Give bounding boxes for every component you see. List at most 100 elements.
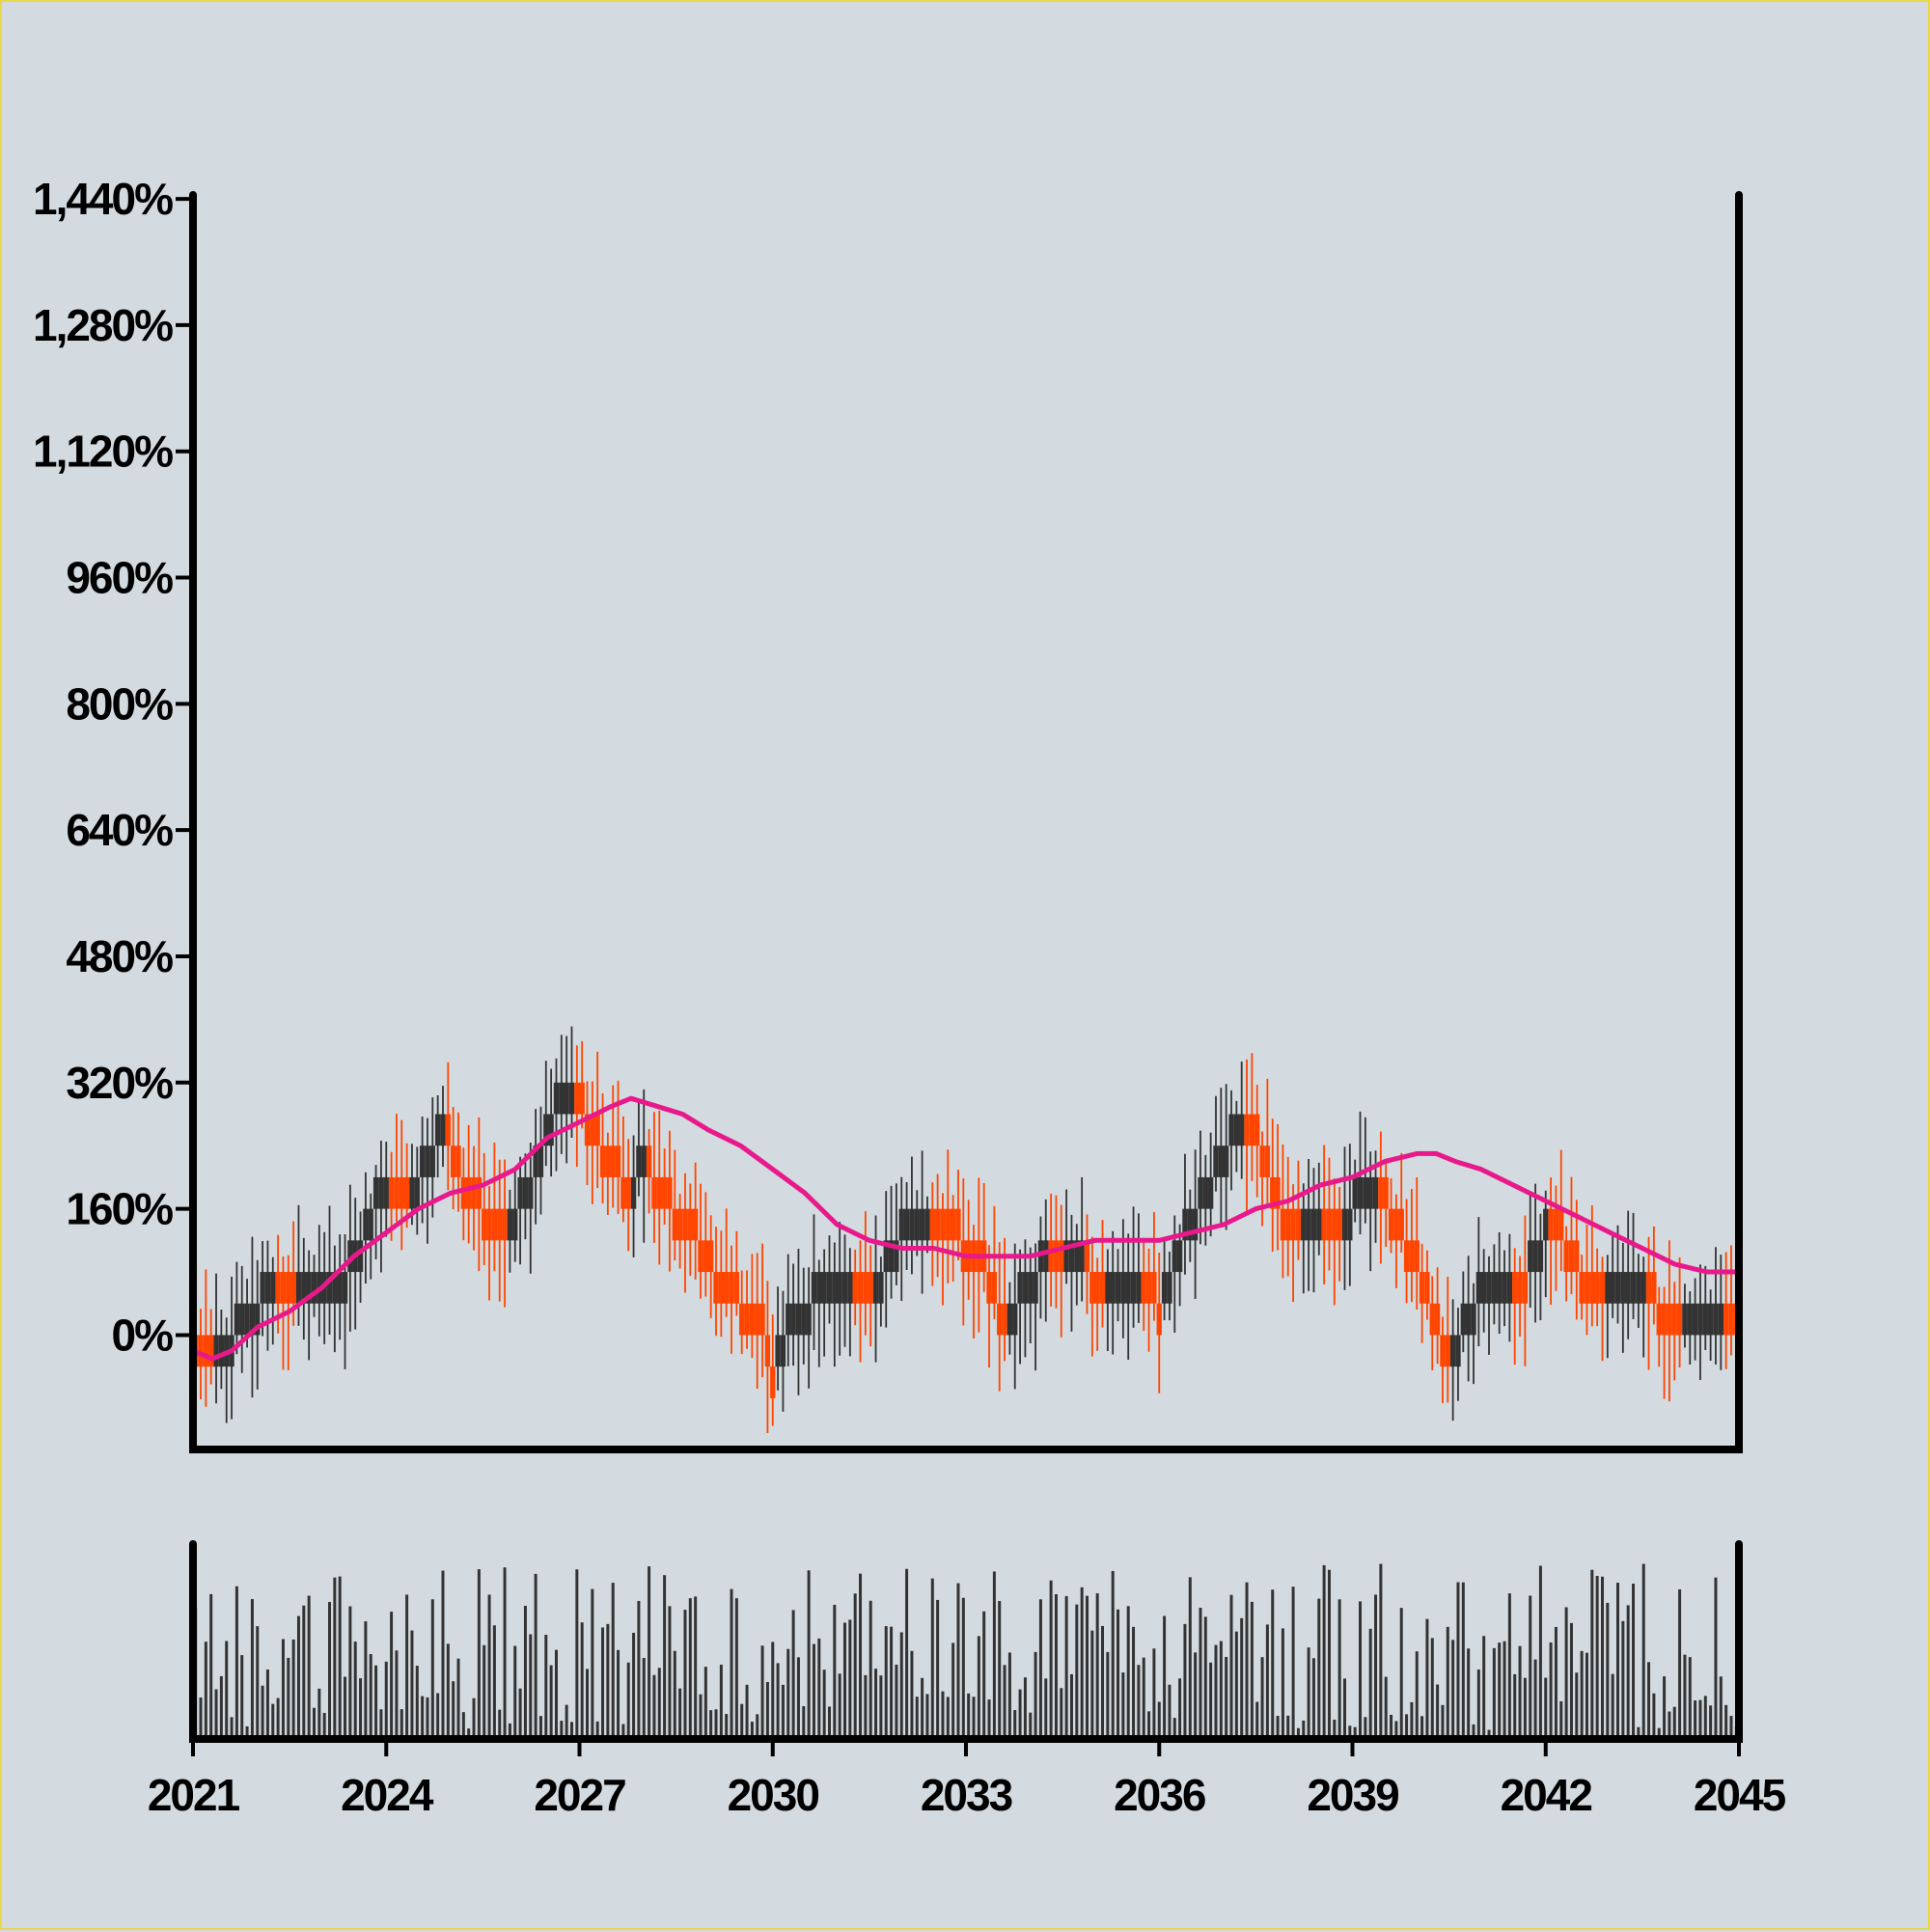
candle-body	[924, 1208, 930, 1241]
volume-bar	[591, 1588, 594, 1739]
candle-body	[1321, 1208, 1327, 1241]
candle-body	[1723, 1303, 1729, 1336]
volume-bar	[915, 1697, 919, 1739]
volume-bar	[1394, 1721, 1398, 1739]
candle-body	[1409, 1240, 1415, 1273]
candle-body	[1486, 1272, 1492, 1304]
volume-bar	[833, 1604, 837, 1739]
candle-body	[1543, 1208, 1549, 1241]
volume-bar	[214, 1689, 218, 1739]
volume-bar	[1348, 1725, 1352, 1739]
volume-bar	[1621, 1620, 1625, 1739]
candle-body	[826, 1272, 833, 1304]
candle-body	[795, 1303, 802, 1336]
candle-body	[1599, 1272, 1606, 1304]
candle-body	[1115, 1272, 1121, 1304]
volume-bar	[1580, 1650, 1584, 1739]
volume-bar	[1641, 1563, 1645, 1739]
candle-body	[1465, 1303, 1472, 1336]
volume-bar	[673, 1650, 676, 1739]
y-tick-label: 640%	[66, 805, 173, 855]
candle-body	[1671, 1303, 1677, 1336]
volume-bar	[1286, 1715, 1290, 1739]
x-tick-label: 2042	[1501, 1770, 1592, 1820]
candle-body	[1145, 1272, 1152, 1304]
volume-bar	[1353, 1726, 1357, 1739]
candle-body	[945, 1208, 951, 1241]
volume-bar	[961, 1597, 965, 1739]
volume-bar	[1507, 1593, 1511, 1739]
candle-body	[1584, 1272, 1590, 1304]
volume-bar	[879, 1675, 883, 1739]
volume-bar	[586, 1669, 590, 1739]
candle-body	[1254, 1114, 1260, 1146]
volume-bar	[1688, 1657, 1692, 1739]
candle-body	[414, 1176, 420, 1209]
candle-body	[651, 1176, 657, 1209]
volume-bar	[1003, 1665, 1006, 1739]
candle-body	[445, 1114, 451, 1146]
volume-marks	[194, 1563, 1738, 1739]
volume-bar	[925, 1694, 929, 1739]
candle-body	[1424, 1272, 1430, 1304]
candle-body	[409, 1176, 415, 1209]
volume-bar	[1559, 1700, 1563, 1739]
candle-body	[1651, 1272, 1657, 1304]
candle-body	[852, 1272, 858, 1304]
candle-body	[249, 1303, 256, 1336]
candle-body	[955, 1208, 961, 1241]
volume-bar	[1163, 1615, 1167, 1739]
candle-body	[1301, 1208, 1307, 1241]
candle-body	[1434, 1303, 1441, 1336]
candle-body	[482, 1208, 487, 1241]
volume-bar	[430, 1599, 434, 1739]
candle-body	[491, 1208, 498, 1241]
volume-bar	[1575, 1672, 1579, 1739]
volume-bar	[287, 1657, 290, 1739]
candle-body	[594, 1114, 600, 1146]
candle-body	[914, 1208, 920, 1241]
volume-bar	[374, 1665, 378, 1739]
volume-bar	[791, 1610, 795, 1739]
volume-bar	[384, 1661, 388, 1739]
volume-bar	[951, 1642, 955, 1739]
candle-body	[1326, 1208, 1333, 1241]
candle-body	[1176, 1240, 1183, 1273]
volume-bar	[1209, 1662, 1213, 1739]
candle-body	[676, 1208, 683, 1241]
candle-body	[1378, 1176, 1384, 1209]
volume-bar	[606, 1623, 610, 1739]
y-tick-label: 1,440%	[33, 174, 173, 224]
candle-body	[564, 1082, 569, 1115]
candle-body	[1059, 1240, 1064, 1273]
volume-bar	[271, 1703, 275, 1739]
candle-body	[239, 1303, 245, 1336]
candle-body	[929, 1208, 935, 1241]
candle-body	[1239, 1114, 1245, 1146]
volume-bar	[668, 1606, 672, 1739]
candle-body	[1372, 1176, 1379, 1209]
candle-body	[1707, 1303, 1714, 1336]
volume-bar	[1694, 1700, 1697, 1739]
volume-bar	[482, 1644, 486, 1739]
candle-body	[764, 1335, 771, 1367]
volume-bar	[1126, 1606, 1130, 1739]
x-tick-label: 2024	[341, 1770, 434, 1820]
candle-body	[497, 1208, 503, 1241]
candle-body	[1079, 1240, 1085, 1273]
candle-body	[1403, 1240, 1410, 1273]
volume-bar	[523, 1606, 527, 1739]
volume-bar	[1719, 1676, 1723, 1739]
volume-bar	[1729, 1716, 1733, 1739]
volume-bar	[1564, 1607, 1568, 1739]
candle-body	[934, 1208, 941, 1241]
candle-body	[744, 1303, 750, 1336]
y-tick-label: 1,280%	[33, 300, 173, 350]
volume-bar	[838, 1673, 841, 1739]
candle-body	[1187, 1208, 1193, 1241]
candle-body	[1012, 1303, 1018, 1336]
volume-bar	[508, 1723, 511, 1739]
candle-body	[383, 1176, 389, 1209]
candle-body	[332, 1272, 338, 1304]
candle-body	[733, 1272, 740, 1304]
